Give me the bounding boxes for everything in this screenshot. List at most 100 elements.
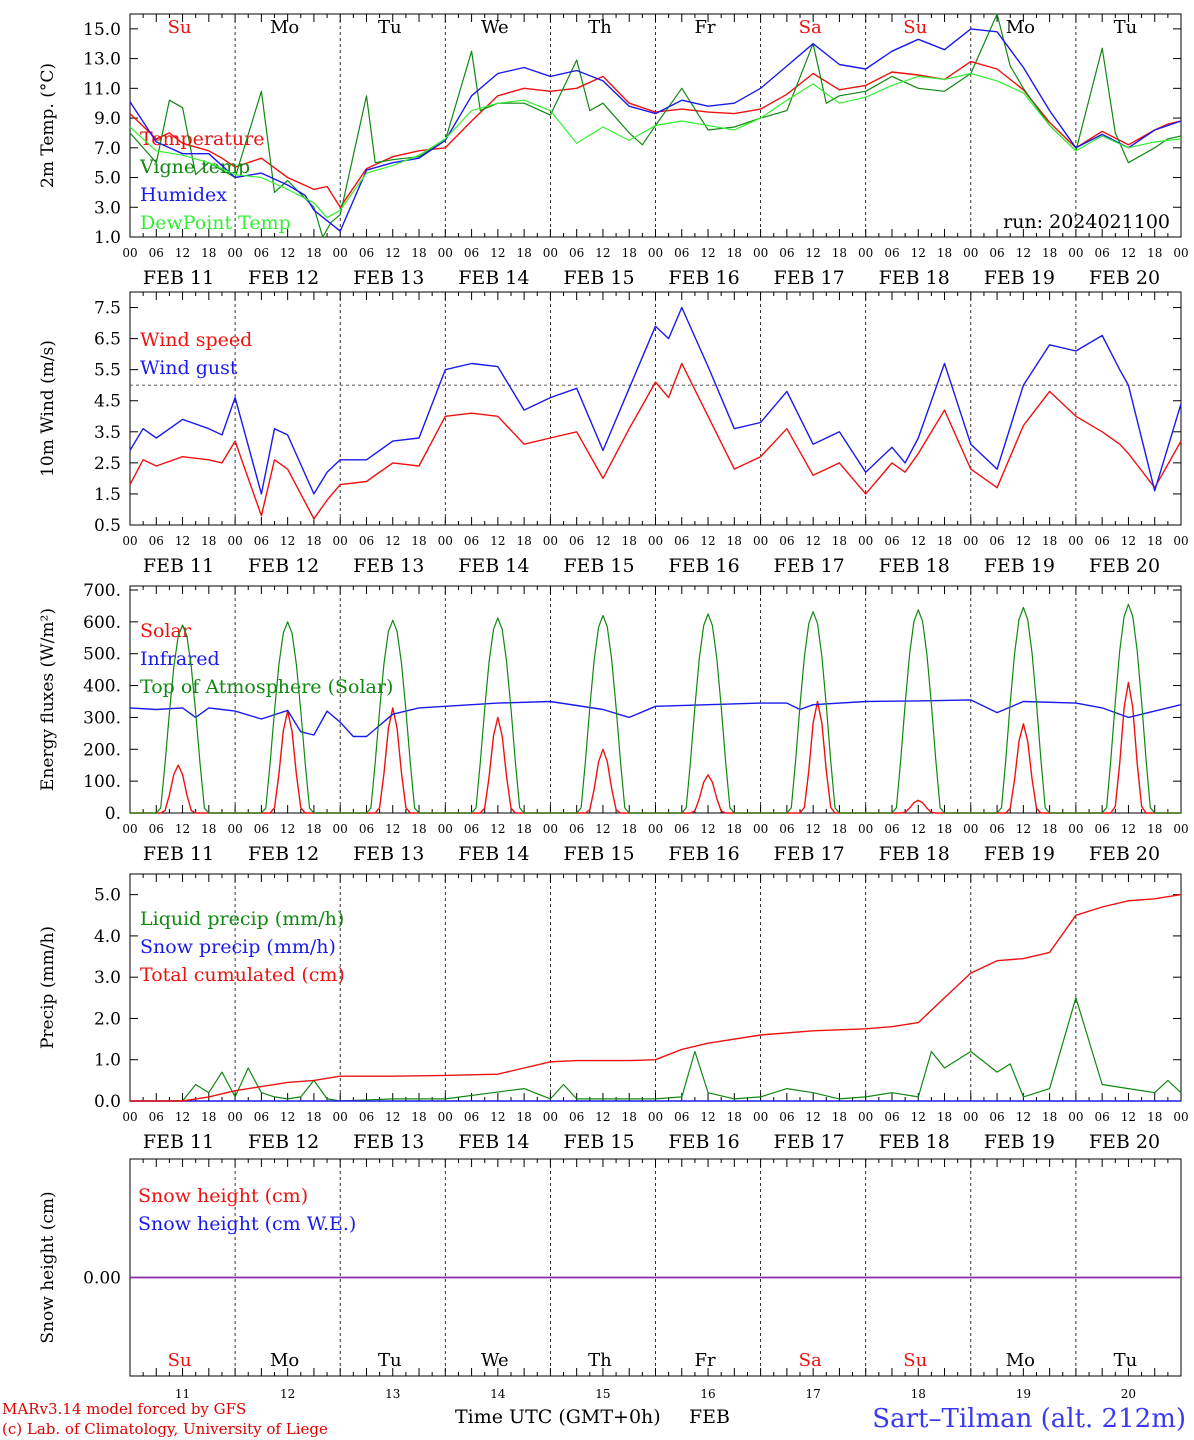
- y-tick-label: 400.: [83, 677, 121, 697]
- hour-tick-label: 18: [411, 822, 426, 836]
- hour-tick-label: 18: [201, 534, 216, 548]
- weekday-label-top: Tu: [1114, 17, 1138, 38]
- hour-tick-label: 00: [122, 1110, 137, 1124]
- legend-entry: Temperature: [140, 128, 264, 150]
- weekday-label-bottom: Tu: [1114, 1350, 1138, 1371]
- date-label: FEB 12: [248, 267, 319, 289]
- date-label: FEB 15: [563, 555, 634, 577]
- hour-tick-label: 12: [806, 246, 821, 260]
- weekday-label-bottom: Su: [168, 1350, 192, 1371]
- series-line-3: [130, 603, 1181, 814]
- hour-tick-label: 00: [1068, 1110, 1083, 1124]
- hour-tick-label: 18: [1147, 822, 1162, 836]
- date-label: FEB 11: [143, 1131, 214, 1153]
- date-label: FEB 15: [563, 1131, 634, 1153]
- hour-tick-label: 06: [674, 822, 689, 836]
- hour-tick-label: 00: [858, 246, 873, 260]
- hour-tick-label: 12: [700, 246, 715, 260]
- hour-tick-label: 06: [464, 822, 479, 836]
- hour-tick-label: 18: [622, 246, 637, 260]
- station-name: Sart–Tilman (alt. 212m): [872, 1404, 1186, 1434]
- hour-tick-label: 00: [122, 822, 137, 836]
- hour-tick-label: 06: [569, 822, 584, 836]
- hour-tick-label: 18: [201, 246, 216, 260]
- hour-tick-label: 06: [254, 822, 269, 836]
- hour-tick-label: 18: [622, 1110, 637, 1124]
- weekday-label-top: Mo: [270, 17, 299, 38]
- hour-tick-label: 00: [333, 1110, 348, 1124]
- hour-tick-label: 06: [989, 1110, 1004, 1124]
- y-tick-label: 3.5: [94, 423, 121, 443]
- y-tick-label: 0.00: [83, 1269, 121, 1289]
- hour-tick-label: 00: [858, 822, 873, 836]
- date-label: FEB 11: [143, 843, 214, 865]
- hour-tick-label: 18: [306, 822, 321, 836]
- y-tick-label: 5.0: [94, 886, 121, 906]
- hour-tick-label: 00: [1068, 534, 1083, 548]
- legend-entry: Humidex: [140, 184, 227, 206]
- y-tick-label: 13.0: [83, 50, 121, 70]
- hour-tick-label: 12: [911, 246, 926, 260]
- y-axis-title: 10m Wind (m/s): [38, 340, 58, 477]
- hour-tick-label: 18: [1147, 246, 1162, 260]
- run-label: run: 2024021100: [1003, 211, 1170, 233]
- hour-tick-label: 00: [438, 1110, 453, 1124]
- hour-tick-label: 18: [727, 246, 742, 260]
- hour-tick-label: 18: [937, 1110, 952, 1124]
- hour-tick-label: 12: [175, 534, 190, 548]
- date-label: FEB 12: [248, 843, 319, 865]
- hour-tick-label: 06: [674, 246, 689, 260]
- date-label: FEB 19: [984, 555, 1055, 577]
- hour-tick-label: 12: [595, 246, 610, 260]
- legend-entry: Solar: [140, 620, 192, 642]
- hour-tick-label: 06: [674, 1110, 689, 1124]
- hour-tick-label: 00: [753, 534, 768, 548]
- date-label: FEB 11: [143, 555, 214, 577]
- weekday-label-top: Tu: [378, 17, 402, 38]
- day-number-label: 14: [490, 1387, 506, 1401]
- day-number-label: 17: [806, 1387, 821, 1401]
- date-label: FEB 18: [879, 555, 950, 577]
- hour-tick-label: 06: [464, 246, 479, 260]
- series-line-1: [129, 362, 1182, 520]
- hour-tick-label: 18: [201, 822, 216, 836]
- hour-tick-label: 12: [490, 246, 505, 260]
- hour-tick-label: 12: [385, 534, 400, 548]
- date-label: FEB 18: [879, 1131, 950, 1153]
- weekday-label-top: Th: [588, 17, 612, 38]
- weekday-label-bottom: Mo: [1006, 1350, 1035, 1371]
- hour-tick-label: 00: [333, 246, 348, 260]
- day-number-label: 18: [911, 1387, 926, 1401]
- date-label: FEB 19: [984, 1131, 1055, 1153]
- hour-tick-label: 18: [937, 246, 952, 260]
- hour-tick-label: 06: [569, 1110, 584, 1124]
- legend-entry: Wind speed: [140, 329, 252, 351]
- y-tick-label: 4.5: [94, 392, 121, 412]
- date-label: FEB 14: [458, 555, 529, 577]
- series-line-3: [129, 28, 1182, 232]
- y-tick-label: 9.0: [94, 109, 121, 129]
- hour-tick-label: 18: [622, 534, 637, 548]
- y-axis-title: Snow height (cm): [38, 1191, 58, 1343]
- legend-entry: Total cumulated (cm): [140, 964, 345, 986]
- x-axis-title: Time UTC (GMT+0h): [455, 1406, 661, 1428]
- date-label: FEB 16: [668, 843, 739, 865]
- y-tick-label: 100.: [83, 772, 121, 792]
- hour-tick-label: 12: [806, 1110, 821, 1124]
- hour-tick-label: 06: [1095, 534, 1110, 548]
- hour-tick-label: 06: [989, 822, 1004, 836]
- hour-tick-label: 12: [280, 822, 295, 836]
- hour-tick-label: 12: [175, 1110, 190, 1124]
- hour-tick-label: 06: [149, 1110, 164, 1124]
- hour-tick-label: 12: [700, 822, 715, 836]
- y-tick-label: 15.0: [83, 20, 121, 40]
- hour-tick-label: 06: [149, 534, 164, 548]
- hour-tick-label: 00: [858, 1110, 873, 1124]
- y-tick-label: 0.0: [94, 1092, 121, 1112]
- hour-tick-label: 18: [1147, 1110, 1162, 1124]
- series-line-2: [129, 306, 1182, 495]
- hour-tick-label: 06: [359, 822, 374, 836]
- hour-tick-label: 00: [333, 822, 348, 836]
- hour-tick-label: 06: [884, 822, 899, 836]
- hour-tick-label: 06: [884, 534, 899, 548]
